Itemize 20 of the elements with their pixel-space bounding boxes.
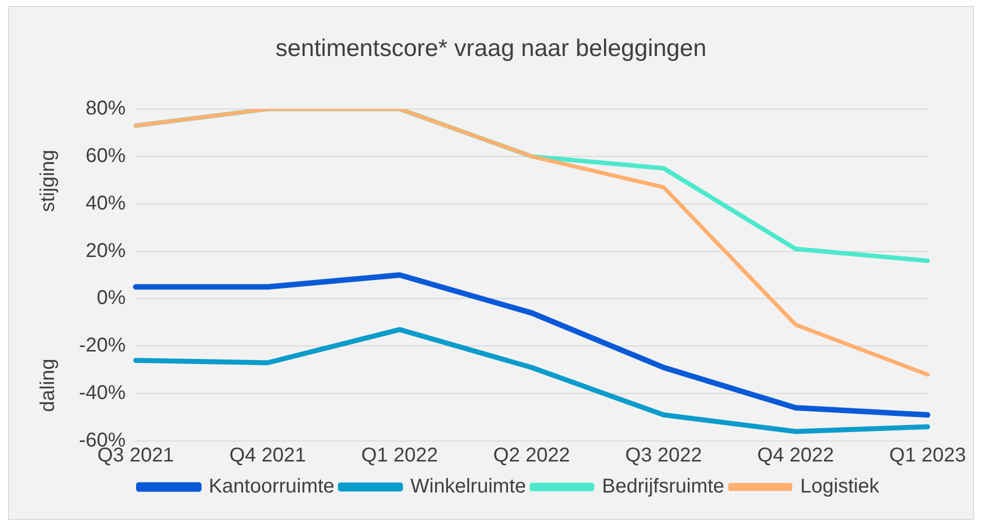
legend-label: Bedrijfsruimte: [602, 476, 724, 498]
y-tick-label: 60%: [86, 144, 126, 167]
x-tick-label: Q3 2022: [625, 444, 702, 467]
legend-label: Kantoorruimte: [208, 476, 334, 498]
y-tick-label: -40%: [78, 382, 126, 404]
chart-title: sentimentscore* vraag naar beleggingen: [274, 35, 708, 63]
x-tick-label: Q2 2022: [493, 444, 570, 467]
y-tick-label: -20%: [78, 334, 126, 357]
text: daling: [37, 358, 60, 412]
y-tick-label: 80%: [86, 98, 126, 120]
legend-label: Logistiek: [800, 476, 880, 498]
y-tick-label: 20%: [86, 240, 126, 262]
y-tick-label: 40%: [86, 192, 126, 214]
text: stijging: [37, 150, 60, 212]
legend-label: Winkelruimte: [410, 476, 526, 498]
x-tick-label: Q4 2021: [229, 444, 306, 467]
x-tick-label: Q4 2022: [757, 444, 834, 467]
x-tick-label: Q1 2022: [361, 444, 438, 467]
y-tick-label: 0%: [96, 287, 126, 310]
x-tick-label: Q1 2023: [889, 444, 966, 467]
